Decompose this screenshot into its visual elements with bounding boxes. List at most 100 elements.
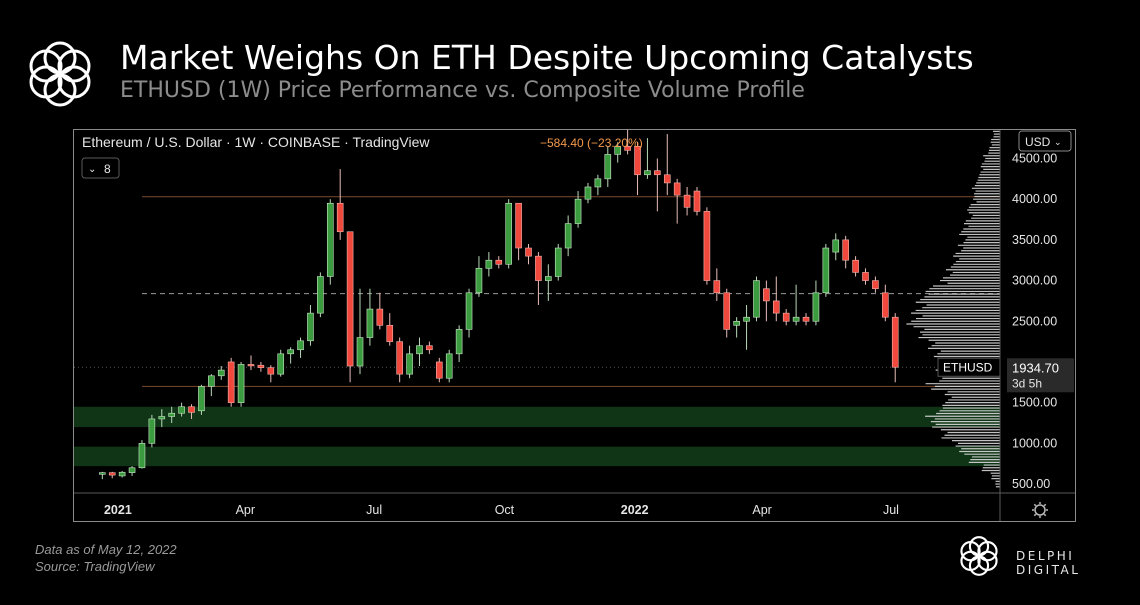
x-tick-label: Oct [495, 503, 515, 517]
candle-up [148, 418, 156, 444]
candle-up [297, 340, 304, 351]
chevron-down-icon: ⌄ [1054, 138, 1062, 148]
candle-up [792, 316, 800, 322]
y-tick-label: 500.00 [1012, 477, 1050, 491]
candle-down [703, 211, 711, 281]
candle-up [485, 259, 493, 269]
candle-down [772, 300, 780, 314]
y-tick-label: 3500.00 [1012, 233, 1057, 247]
candle-up [753, 280, 760, 318]
candle-up [99, 472, 106, 475]
candle-up [317, 276, 324, 314]
candle-up [307, 312, 314, 342]
last-price-label: 1934.70 [1012, 360, 1059, 375]
y-tick-label: 1000.00 [1012, 436, 1057, 450]
footer-notes: Data as of May 12, 2022 Source: TradingV… [35, 541, 177, 575]
gear-icon[interactable] [1032, 502, 1048, 518]
candle-up [406, 353, 413, 375]
candle-up [128, 467, 136, 473]
delphi-logo-icon [29, 41, 91, 107]
indicator-count: 8 [104, 162, 111, 176]
chart-info-line: Ethereum / U.S. Dollar · 1W · COINBASE ·… [82, 134, 430, 150]
candle-up [594, 178, 602, 188]
candle-up [208, 375, 215, 387]
candle-down [267, 367, 275, 375]
data-date-note: Data as of May 12, 2022 [35, 542, 177, 557]
candle-down [346, 231, 354, 367]
delphi-logo-icon [960, 536, 998, 576]
candle-up [416, 345, 423, 355]
candle-down [763, 288, 770, 302]
candle-down [188, 406, 195, 413]
currency-label: USD [1025, 135, 1051, 149]
candle-down [862, 272, 869, 281]
candle-up [475, 268, 483, 294]
candle-up [287, 349, 294, 355]
candle-down [108, 472, 116, 476]
candle-down [891, 316, 899, 368]
x-tick-label: Jul [366, 503, 382, 517]
candle-up [505, 202, 512, 265]
symbol-label: ETHUSD [943, 360, 993, 374]
candle-down [495, 259, 503, 265]
candle-down [386, 325, 394, 342]
candle-down [683, 194, 691, 208]
candle-down [525, 247, 532, 257]
candle-down [436, 361, 443, 379]
candle-down [852, 259, 859, 273]
candle-down [802, 316, 810, 322]
chart-frame [73, 129, 1076, 522]
x-tick-label: Apr [236, 503, 255, 517]
candle-up [118, 471, 126, 477]
countdown-label: 3d 5h [1012, 376, 1042, 390]
last-price-marker: ETHUSD 1934.70 3d 5h [937, 357, 1074, 393]
candle-down [713, 280, 721, 294]
candle-down [882, 292, 889, 318]
candle-down [257, 364, 265, 368]
candle-down [634, 145, 641, 176]
candle-up [584, 186, 592, 200]
candle-up [198, 386, 205, 412]
candle-down [396, 341, 403, 375]
y-tick-label: 2500.00 [1012, 314, 1057, 328]
candle-up [178, 406, 185, 414]
currency-selector[interactable]: USD ⌄ [1018, 130, 1072, 152]
candle-up [445, 353, 453, 379]
candle-up [574, 198, 582, 224]
x-tick-label: 2021 [104, 503, 132, 517]
candle-down [693, 190, 701, 212]
x-tick-label: Jul [883, 503, 899, 517]
candle-up [822, 247, 830, 294]
candle-down [515, 202, 522, 249]
candle-down [247, 364, 255, 367]
candle-down [426, 345, 433, 351]
candle-up [564, 223, 572, 249]
candle-up [326, 202, 334, 277]
candle-up [138, 443, 146, 469]
indicators-toggle-button[interactable]: ⌄ 8 [81, 157, 120, 179]
candlestick-chart: 4500.00 4000.00 3500.00 3000.00 2500.00 1500.… [74, 130, 1075, 521]
candle-down [336, 202, 344, 233]
candle-down [654, 170, 661, 176]
candle-up [158, 416, 166, 420]
candle-down [227, 361, 235, 403]
y-tick-label: 1500.00 [1012, 396, 1057, 410]
candle-up [743, 316, 750, 322]
change-readout: −584.40 (−23.20%) [540, 136, 643, 150]
brand-name: DELPHI DIGITAL [1016, 549, 1081, 577]
candle-down [872, 280, 879, 290]
candle-up [644, 170, 651, 176]
candle-down [782, 312, 790, 322]
candle-up [217, 369, 225, 377]
candle-up [366, 308, 374, 338]
candle-up [604, 154, 612, 180]
candle-up [554, 247, 562, 277]
candle-down [376, 308, 384, 326]
candle-up [168, 412, 175, 417]
candle-up [614, 145, 622, 155]
candle-down [723, 292, 731, 330]
x-tick-label: 2022 [621, 503, 649, 517]
candle-up [455, 329, 463, 355]
candle-up [356, 337, 364, 367]
candle-up [465, 292, 473, 330]
